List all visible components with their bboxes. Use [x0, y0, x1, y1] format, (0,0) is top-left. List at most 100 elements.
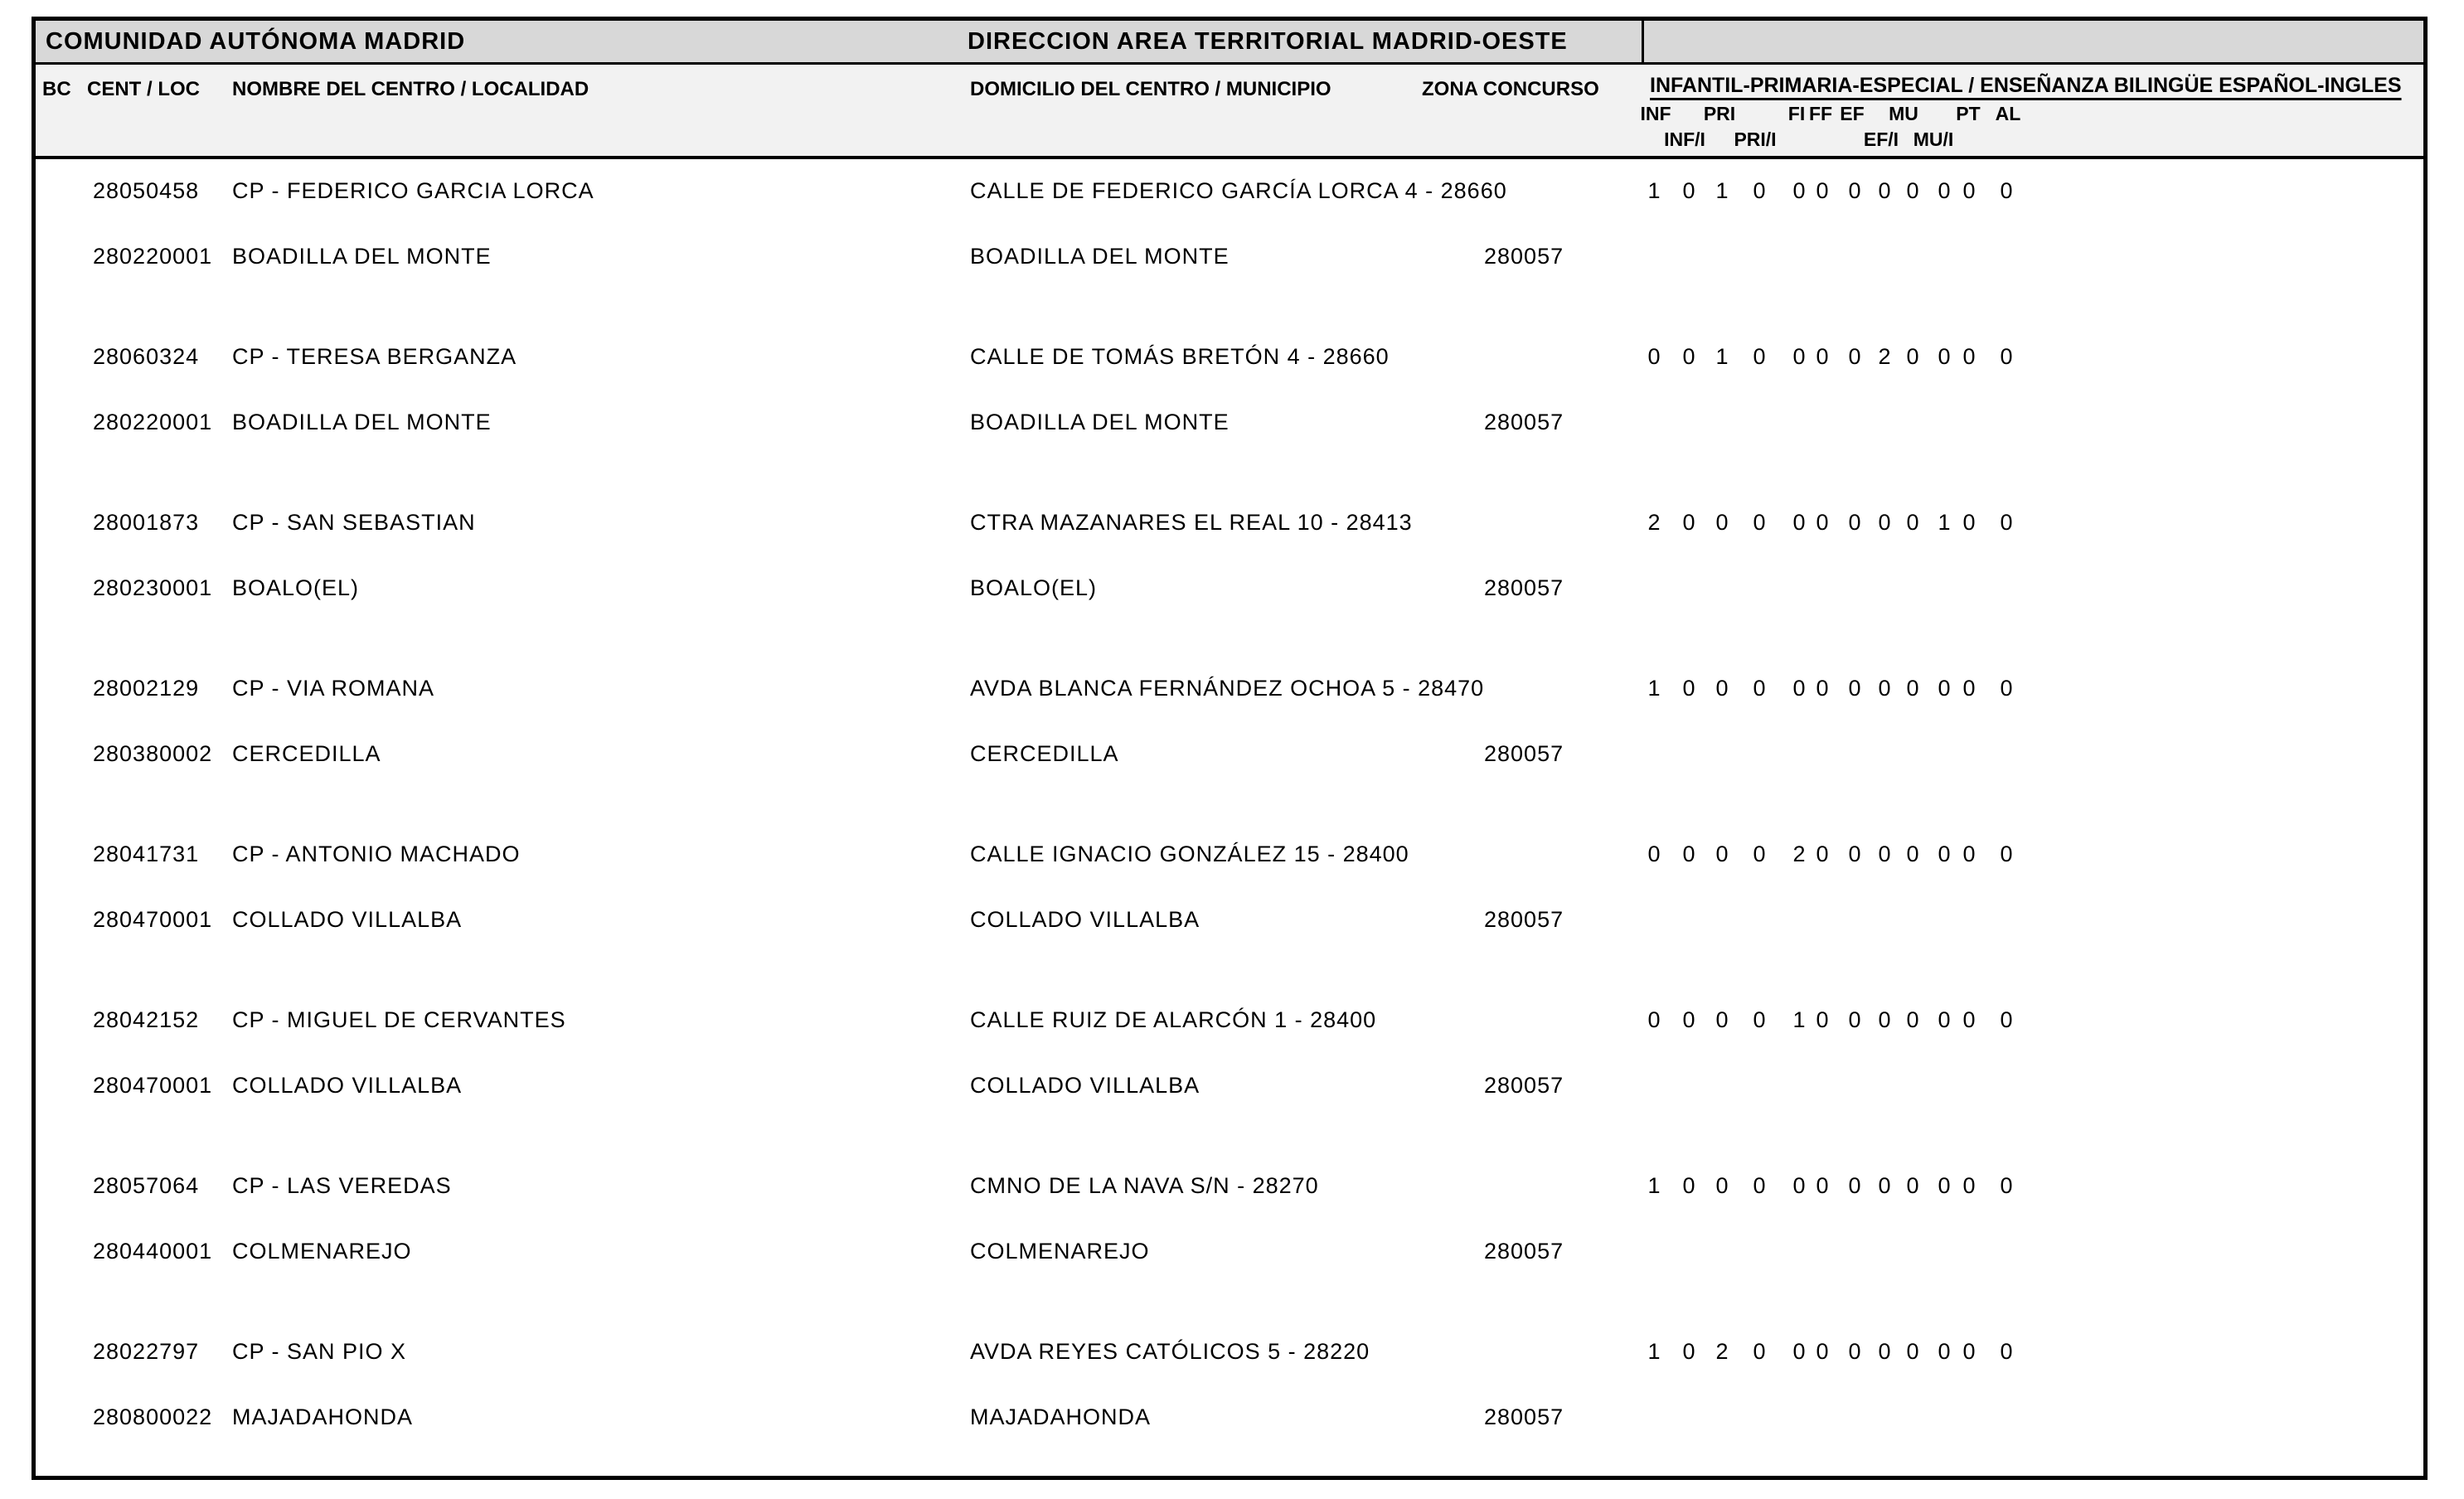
- value-mu: 0: [1906, 510, 1919, 535]
- value-pri-i: 0: [1753, 676, 1766, 701]
- value-pt: 0: [1962, 510, 1976, 535]
- center-code: 28022797: [93, 1339, 200, 1364]
- value-ef: 0: [1848, 842, 1861, 866]
- municipality-name: BOADILLA DEL MONTE: [970, 244, 1230, 269]
- center-code: 28001873: [93, 510, 200, 535]
- value-mu: 0: [1906, 344, 1919, 369]
- zone-value: 280057: [1484, 1404, 1564, 1429]
- value-inf-i: 0: [1682, 344, 1695, 369]
- locality-name: COLLADO VILLALBA: [232, 1073, 463, 1098]
- value-al: 0: [2000, 510, 2013, 535]
- value-mu-i: 0: [1938, 676, 1951, 701]
- value-inf: 1: [1647, 1339, 1661, 1364]
- value-inf-i: 0: [1682, 676, 1695, 701]
- center-code: 28060324: [93, 344, 200, 369]
- center-name: CP - LAS VEREDAS: [232, 1173, 452, 1198]
- municipality-name: COLMENAREJO: [970, 1239, 1150, 1264]
- value-mu-i: 0: [1938, 178, 1951, 203]
- locality-name: COLMENAREJO: [232, 1239, 412, 1264]
- center-code: 28041731: [93, 842, 200, 866]
- value-mu: 0: [1906, 1173, 1919, 1198]
- center-code: 28042152: [93, 1007, 200, 1032]
- center-address: CALLE DE FEDERICO GARCÍA LORCA 4 - 28660: [970, 178, 1507, 203]
- value-pri: 0: [1715, 1007, 1729, 1032]
- value-inf-i: 0: [1682, 510, 1695, 535]
- zone-value: 280057: [1484, 907, 1564, 932]
- value-ef-i: 0: [1878, 1007, 1891, 1032]
- value-pt: 0: [1962, 842, 1976, 866]
- value-pri: 1: [1715, 178, 1729, 203]
- value-fi: 2: [1792, 842, 1806, 866]
- value-pri: 0: [1715, 510, 1729, 535]
- value-al: 0: [2000, 1339, 2013, 1364]
- locality-code: 280220001: [93, 410, 213, 434]
- locality-code: 280470001: [93, 907, 213, 932]
- center-address: CALLE RUIZ DE ALARCÓN 1 - 28400: [970, 1007, 1377, 1032]
- locality-code: 280220001: [93, 244, 213, 269]
- locality-name: MAJADAHONDA: [232, 1404, 414, 1429]
- table-row: 28042152 CP - MIGUEL DE CERVANTES CALLE …: [36, 1007, 2423, 1173]
- subcol-header-ef-i: EF/I: [1863, 129, 1899, 150]
- value-mu: 0: [1906, 676, 1919, 701]
- value-ef-i: 0: [1878, 1173, 1891, 1198]
- center-code: 28050458: [93, 178, 200, 203]
- value-pri: 0: [1715, 676, 1729, 701]
- subcol-header-fi: FI: [1787, 103, 1806, 124]
- value-pri-i: 0: [1753, 178, 1766, 203]
- center-name: CP - FEDERICO GARCIA LORCA: [232, 178, 594, 203]
- center-code: 28002129: [93, 676, 200, 701]
- report-table: COMUNIDAD AUTÓNOMA MADRID DIRECCION AREA…: [32, 17, 2428, 1480]
- value-ff: 0: [1816, 510, 1829, 535]
- value-al: 0: [2000, 344, 2013, 369]
- value-mu-i: 0: [1938, 842, 1951, 866]
- municipality-name: BOALO(EL): [970, 575, 1098, 600]
- value-pt: 0: [1962, 1173, 1976, 1198]
- value-mu: 0: [1906, 178, 1919, 203]
- value-fi: 0: [1792, 1173, 1806, 1198]
- value-inf: 1: [1647, 178, 1661, 203]
- value-pri: 2: [1715, 1339, 1729, 1364]
- value-fi: 0: [1792, 178, 1806, 203]
- value-mu: 0: [1906, 1007, 1919, 1032]
- value-pt: 0: [1962, 676, 1976, 701]
- center-address: CMNO DE LA NAVA S/N - 28270: [970, 1173, 1319, 1198]
- center-name: CP - SAN SEBASTIAN: [232, 510, 476, 535]
- zone-value: 280057: [1484, 1073, 1564, 1098]
- value-inf-i: 0: [1682, 1339, 1695, 1364]
- center-name: CP - TERESA BERGANZA: [232, 344, 517, 369]
- municipality-name: MAJADAHONDA: [970, 1404, 1152, 1429]
- table-row: 28057064 CP - LAS VEREDAS CMNO DE LA NAV…: [36, 1173, 2423, 1339]
- value-ef-i: 2: [1878, 344, 1891, 369]
- value-ff: 0: [1816, 676, 1829, 701]
- value-al: 0: [2000, 178, 2013, 203]
- center-address: AVDA REYES CATÓLICOS 5 - 28220: [970, 1339, 1370, 1364]
- value-al: 0: [2000, 1007, 2013, 1032]
- value-pt: 0: [1962, 1007, 1976, 1032]
- subcol-header-ef: EF: [1840, 103, 1865, 124]
- value-ff: 0: [1816, 1007, 1829, 1032]
- value-pri: 0: [1715, 842, 1729, 866]
- value-ef-i: 0: [1878, 178, 1891, 203]
- value-al: 0: [2000, 1173, 2013, 1198]
- subcol-header-al: AL: [1995, 103, 2021, 124]
- municipality-name: BOADILLA DEL MONTE: [970, 410, 1230, 434]
- value-pri-i: 0: [1753, 842, 1766, 866]
- center-code: 28057064: [93, 1173, 200, 1198]
- municipality-name: COLLADO VILLALBA: [970, 907, 1200, 932]
- col-header-cent-loc: CENT / LOC: [87, 78, 200, 100]
- value-inf-i: 0: [1682, 1007, 1695, 1032]
- title-band-divider: [1642, 21, 1644, 62]
- value-ef: 0: [1848, 344, 1861, 369]
- locality-name: COLLADO VILLALBA: [232, 907, 463, 932]
- value-pri-i: 0: [1753, 344, 1766, 369]
- region-title: COMUNIDAD AUTÓNOMA MADRID: [46, 28, 466, 55]
- locality-code: 280230001: [93, 575, 213, 600]
- locality-code: 280800022: [93, 1404, 213, 1429]
- center-name: CP - VIA ROMANA: [232, 676, 435, 701]
- subcol-header-mu-i: MU/I: [1913, 129, 1954, 150]
- value-ef-i: 0: [1878, 1339, 1891, 1364]
- zone-value: 280057: [1484, 741, 1564, 766]
- zone-value: 280057: [1484, 575, 1564, 600]
- value-pt: 0: [1962, 344, 1976, 369]
- value-ef: 0: [1848, 1339, 1861, 1364]
